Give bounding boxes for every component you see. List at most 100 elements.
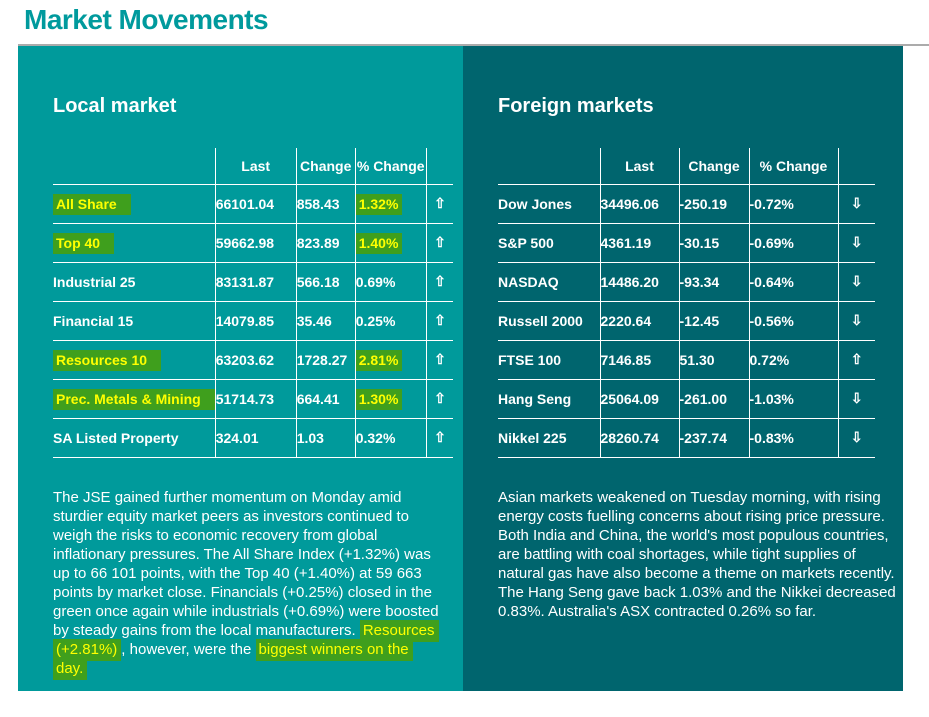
last-value-cell: 25064.09	[599, 379, 679, 419]
last-value-cell: 7146.85	[599, 340, 679, 380]
direction-cell: ⇩	[837, 262, 875, 302]
index-name-cell: Industrial 25	[53, 262, 216, 302]
change-value-cell: 664.41	[295, 379, 356, 419]
up-arrow-icon: ⇧	[434, 195, 446, 211]
highlight-marker: Top 40	[53, 232, 115, 254]
header-empty	[498, 148, 600, 185]
direction-cell: ⇩	[837, 223, 875, 263]
down-arrow-icon: ⇩	[850, 273, 863, 289]
table-row: Prec. Metals & Mining 51714.73 664.41 1.30%…	[53, 379, 454, 419]
change-value-cell: -237.74	[678, 418, 749, 458]
change-value-cell: -261.00	[678, 379, 749, 419]
index-name-cell: Hang Seng	[498, 379, 600, 419]
direction-cell: ⇧	[837, 340, 875, 380]
highlight-marker: 1.32%	[356, 193, 403, 215]
pct-change-cell: -0.83%	[748, 418, 838, 458]
up-arrow-icon: ⇧	[434, 390, 446, 406]
index-name-cell: Nikkel 225	[498, 418, 600, 458]
header-change: Change	[295, 148, 356, 185]
direction-cell: ⇧	[425, 223, 454, 263]
table-header-row: Last Change % Change	[53, 148, 454, 185]
foreign-markets-table: Last Change % Change Dow Jones 34496.06 -2…	[498, 148, 875, 458]
direction-cell: ⇧	[425, 340, 454, 380]
local-market-heading: Local market	[53, 95, 177, 117]
last-value-cell: 59662.98	[214, 223, 297, 263]
direction-cell: ⇧	[425, 262, 454, 302]
pct-change-cell: 0.32%	[354, 418, 427, 458]
pct-change-cell: 0.72%	[748, 340, 838, 380]
pct-change-cell: -0.69%	[748, 223, 838, 263]
change-value-cell: 823.89	[295, 223, 356, 263]
direction-cell: ⇧	[425, 418, 454, 458]
pct-change-cell: -0.64%	[748, 262, 838, 302]
header-pct-change: % Change	[748, 148, 838, 185]
header-pct-change: % Change	[354, 148, 427, 185]
table-row: SA Listed Property 324.01 1.03 0.32% ⇧	[53, 418, 454, 458]
table-row: Russell 2000 2220.64 -12.45 -0.56% ⇩	[498, 301, 875, 341]
down-arrow-icon: ⇩	[850, 312, 863, 328]
highlight-marker: 1.30%	[356, 388, 403, 410]
header-arrow	[425, 148, 454, 185]
last-value-cell: 66101.04	[214, 184, 297, 224]
last-value-cell: 28260.74	[599, 418, 679, 458]
last-value-cell: 4361.19	[599, 223, 679, 263]
direction-cell: ⇧	[425, 379, 454, 419]
highlight-marker: All Share	[53, 193, 131, 215]
pct-change-cell: -1.03%	[748, 379, 838, 419]
index-name-cell: Russell 2000	[498, 301, 600, 341]
down-arrow-icon: ⇩	[850, 195, 863, 211]
table-row: Resources 10 63203.62 1728.27 2.81% ⇧	[53, 340, 454, 380]
down-arrow-icon: ⇩	[850, 429, 863, 445]
foreign-commentary: Asian markets weakened on Tuesday mornin…	[498, 488, 898, 621]
table-row: S&P 500 4361.19 -30.15 -0.69% ⇩	[498, 223, 875, 263]
pct-change-cell: 0.25%	[354, 301, 427, 341]
change-value-cell: -93.34	[678, 262, 749, 302]
last-value-cell: 324.01	[214, 418, 297, 458]
up-arrow-icon: ⇧	[434, 429, 446, 445]
local-commentary: The JSE gained further momentum on Monda…	[53, 488, 443, 680]
table-row: NASDAQ 14486.20 -93.34 -0.64% ⇩	[498, 262, 875, 302]
index-name-cell: Prec. Metals & Mining	[53, 379, 216, 419]
page-title: Market Movements	[24, 4, 269, 35]
pct-change-cell: 1.30%	[354, 379, 427, 419]
change-value-cell: 858.43	[295, 184, 356, 224]
up-arrow-icon: ⇧	[434, 234, 446, 250]
direction-cell: ⇩	[837, 418, 875, 458]
last-value-cell: 83131.87	[214, 262, 297, 302]
table-row: Industrial 25 83131.87 566.18 0.69% ⇧	[53, 262, 454, 302]
change-value-cell: 566.18	[295, 262, 356, 302]
up-arrow-icon: ⇧	[434, 273, 446, 289]
header-arrow	[837, 148, 875, 185]
index-name-cell: Resources 10	[53, 340, 216, 380]
header-last: Last	[214, 148, 297, 185]
highlight-marker: 1.40%	[356, 232, 403, 254]
down-arrow-icon: ⇩	[850, 234, 863, 250]
table-row: Dow Jones 34496.06 -250.19 -0.72% ⇩	[498, 184, 875, 224]
title-underline	[18, 44, 929, 46]
last-value-cell: 51714.73	[214, 379, 297, 419]
change-value-cell: 1.03	[295, 418, 356, 458]
down-arrow-icon: ⇩	[850, 390, 863, 406]
change-value-cell: -30.15	[678, 223, 749, 263]
last-value-cell: 34496.06	[599, 184, 679, 224]
change-value-cell: 1728.27	[295, 340, 356, 380]
index-name-cell: S&P 500	[498, 223, 600, 263]
table-row: Hang Seng 25064.09 -261.00 -1.03% ⇩	[498, 379, 875, 419]
highlight-marker: 2.81%	[356, 349, 403, 371]
index-name-cell: Top 40	[53, 223, 216, 263]
index-name-cell: Financial 15	[53, 301, 216, 341]
local-market-table: Last Change % Change All Share 66101.04 85…	[53, 148, 454, 458]
index-name-cell: Dow Jones	[498, 184, 600, 224]
table-row: Nikkel 225 28260.74 -237.74 -0.83% ⇩	[498, 418, 875, 458]
foreign-markets-panel: Foreign markets Last Change % Change Dow…	[463, 46, 903, 691]
index-name-cell: SA Listed Property	[53, 418, 216, 458]
local-market-panel: Local market Last Change % Change All Sh…	[18, 46, 463, 691]
table-row: Top 40 59662.98 823.89 1.40% ⇧	[53, 223, 454, 263]
table-row: FTSE 100 7146.85 51.30 0.72% ⇧	[498, 340, 875, 380]
commentary-text: , however, were the	[121, 640, 256, 658]
table-row: All Share 66101.04 858.43 1.32% ⇧	[53, 184, 454, 224]
pct-change-cell: 0.69%	[354, 262, 427, 302]
direction-cell: ⇩	[837, 379, 875, 419]
direction-cell: ⇧	[425, 184, 454, 224]
